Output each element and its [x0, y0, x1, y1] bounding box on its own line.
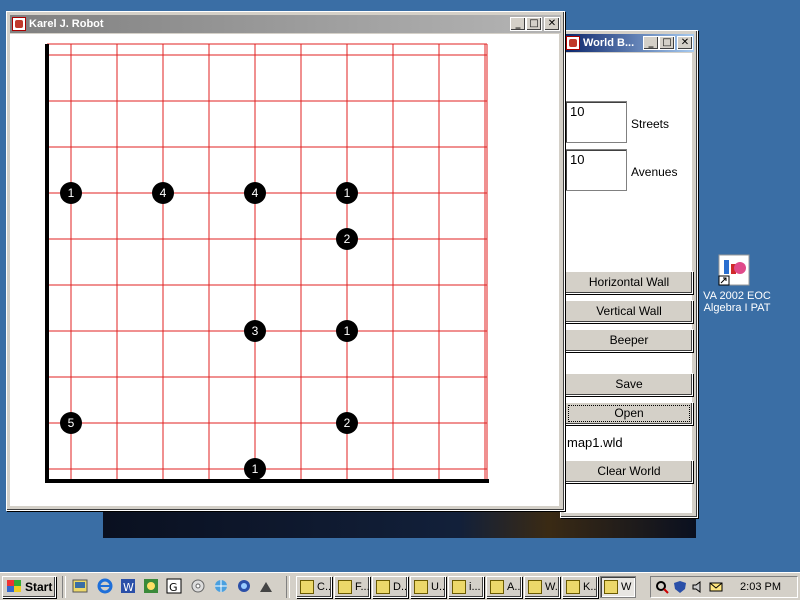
- word-icon[interactable]: W: [120, 578, 136, 594]
- karel-minimize-button[interactable]: _: [510, 17, 526, 31]
- filename-label: map1.wld: [567, 435, 623, 450]
- mail-icon[interactable]: [709, 580, 723, 594]
- task-button-c[interactable]: C...: [296, 576, 332, 598]
- streets-label: Streets: [631, 117, 670, 131]
- beeper: [60, 182, 82, 204]
- windows-logo-icon: [7, 580, 21, 592]
- beeper-count: 3: [252, 324, 259, 338]
- task-button-i[interactable]: i...: [448, 576, 484, 598]
- task-word-icon: [452, 580, 466, 594]
- beeper: [152, 182, 174, 204]
- world-close-button[interactable]: ✕: [677, 36, 693, 50]
- task-folder-icon: [528, 580, 542, 594]
- beeper: [244, 182, 266, 204]
- vertical-wall-button[interactable]: Vertical Wall: [565, 300, 693, 323]
- world-builder-titlebar[interactable]: World B... _ □ ✕: [564, 34, 694, 52]
- clear-world-button[interactable]: Clear World: [565, 460, 693, 483]
- beeper-count: 1: [344, 186, 351, 200]
- beeper: [336, 412, 358, 434]
- algebra-pat-shortcut-label[interactable]: VA 2002 EOC Algebra I PAT: [703, 290, 771, 314]
- karel-window: Karel J. Robot _ □ ✕ 1 4 4 1 2 3 1 5 2 1: [6, 11, 565, 511]
- beeper: [336, 182, 358, 204]
- task-java-icon: [604, 580, 618, 594]
- algebra-pat-shortcut-icon[interactable]: [718, 254, 750, 286]
- beeper: [336, 320, 358, 342]
- world-builder-title: World B...: [583, 37, 635, 49]
- show-desktop-icon[interactable]: [72, 578, 88, 594]
- karel-title: Karel J. Robot: [29, 18, 104, 30]
- beeper-count: 2: [344, 416, 351, 430]
- karel-world-canvas[interactable]: 1 4 4 1 2 3 1 5 2 1: [10, 34, 559, 506]
- beeper-count: 1: [344, 324, 351, 338]
- start-button[interactable]: Start: [2, 576, 56, 598]
- java-app-icon: [566, 36, 580, 50]
- task-word-icon: [414, 580, 428, 594]
- beeper-count: 2: [344, 232, 351, 246]
- quicklaunch-tool-icon[interactable]: [258, 578, 274, 594]
- system-tray: 2:03 PM: [650, 576, 798, 598]
- task-button-a[interactable]: A...: [486, 576, 522, 598]
- task-button-f[interactable]: F...: [334, 576, 370, 598]
- quicklaunch-media-icon[interactable]: [236, 578, 252, 594]
- task-button-w[interactable]: W...: [524, 576, 560, 598]
- search-icon[interactable]: [655, 580, 669, 594]
- clock[interactable]: 2:03 PM: [740, 581, 781, 593]
- svg-text:W: W: [123, 581, 134, 594]
- taskbar-separator: [286, 576, 290, 598]
- karel-world-grid[interactable]: 1 4 4 1 2 3 1 5 2 1: [10, 34, 559, 506]
- beeper: [336, 228, 358, 250]
- task-word-icon: [376, 580, 390, 594]
- svg-text:G: G: [169, 581, 178, 594]
- karel-close-button[interactable]: ✕: [544, 17, 560, 31]
- beeper: [60, 412, 82, 434]
- horizontal-wall-button[interactable]: Horizontal Wall: [565, 271, 693, 294]
- beeper: [244, 458, 266, 480]
- task-button-karel[interactable]: K...: [562, 576, 598, 598]
- task-button-world[interactable]: W: [600, 576, 636, 598]
- internet-explorer-icon[interactable]: [97, 578, 113, 594]
- beeper-button[interactable]: Beeper: [565, 329, 693, 352]
- beeper-count: 5: [68, 416, 75, 430]
- save-button[interactable]: Save: [565, 373, 693, 396]
- avenues-input[interactable]: 10: [565, 149, 627, 191]
- beeper-count: 4: [160, 186, 167, 200]
- beeper-count: 1: [68, 186, 75, 200]
- quicklaunch-cd-icon[interactable]: [190, 578, 206, 594]
- streets-input[interactable]: 10: [565, 101, 627, 143]
- avenues-label: Avenues: [631, 165, 678, 179]
- quicklaunch-globe-icon[interactable]: [213, 578, 229, 594]
- beeper: [244, 320, 266, 342]
- karel-titlebar[interactable]: Karel J. Robot _ □ ✕: [10, 15, 561, 33]
- world-minimize-button[interactable]: _: [643, 36, 659, 50]
- task-java-icon: [566, 580, 580, 594]
- beeper-count: 4: [252, 186, 259, 200]
- quicklaunch-app-icon[interactable]: [143, 578, 159, 594]
- java-app-icon: [12, 17, 26, 31]
- open-button[interactable]: Open: [565, 402, 693, 425]
- world-maximize-button[interactable]: □: [659, 36, 675, 50]
- taskbar-separator: [62, 576, 66, 598]
- task-app-icon: [338, 580, 352, 594]
- task-button-d[interactable]: D...: [372, 576, 408, 598]
- taskbar: Start W G C... F... D... U... i... A... …: [0, 572, 800, 600]
- quicklaunch-g-icon[interactable]: G: [166, 578, 182, 594]
- shield-icon[interactable]: [673, 580, 687, 594]
- world-builder-window: World B... _ □ ✕ 10 Streets 10 Avenues H…: [560, 30, 698, 518]
- task-app-icon: [300, 580, 314, 594]
- task-button-u[interactable]: U...: [410, 576, 446, 598]
- task-word-icon: [490, 580, 504, 594]
- volume-icon[interactable]: [691, 580, 705, 594]
- beeper-count: 1: [252, 462, 259, 476]
- karel-maximize-button[interactable]: □: [526, 17, 542, 31]
